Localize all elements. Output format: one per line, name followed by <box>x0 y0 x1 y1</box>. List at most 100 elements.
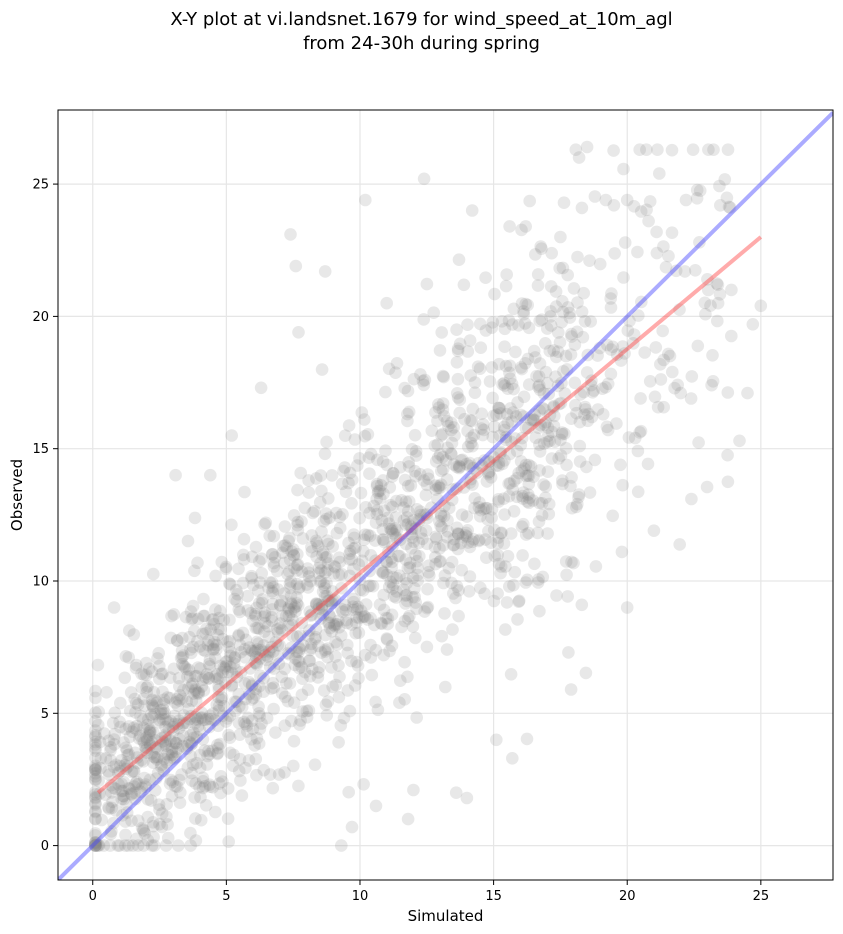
scatter-point <box>335 567 349 581</box>
scatter-point <box>599 193 613 207</box>
scatter-point <box>187 726 200 739</box>
scatter-point <box>580 366 594 379</box>
scatter-point <box>140 731 153 744</box>
scatter-point <box>145 665 159 678</box>
scatter-point <box>181 670 194 684</box>
scatter-point <box>389 591 403 604</box>
scatter-point <box>497 537 511 550</box>
scatter-point <box>141 810 155 824</box>
scatter-point <box>401 384 415 398</box>
scatter-point <box>312 666 325 679</box>
scatter-point <box>281 567 294 581</box>
scatter-point <box>510 471 524 485</box>
scatter-point <box>461 345 475 358</box>
scatter-point <box>721 386 735 399</box>
scatter-point <box>330 506 343 520</box>
scatter-point <box>193 748 207 762</box>
scatter-point <box>203 660 217 673</box>
scatter-point <box>631 485 645 499</box>
scatter-point <box>388 522 402 535</box>
scatter-point <box>250 731 264 745</box>
scatter-point <box>199 627 213 640</box>
scatter-point <box>580 140 594 154</box>
scatter-point <box>441 514 454 527</box>
scatter-point <box>144 794 158 807</box>
scatter-point <box>267 581 280 594</box>
scatter-point <box>154 760 168 773</box>
scatter-point <box>702 143 715 156</box>
scatter-point <box>517 305 530 318</box>
scatter-point <box>145 839 159 852</box>
scatter-point <box>315 603 329 616</box>
scatter-point <box>137 692 150 706</box>
scatter-point <box>483 465 496 479</box>
scatter-point <box>541 376 554 390</box>
scatter-point <box>390 357 404 370</box>
scatter-point <box>416 374 430 388</box>
scatter-point <box>349 541 362 554</box>
scatter-point <box>573 455 587 468</box>
scatter-point <box>539 415 552 429</box>
scatter-point <box>421 582 434 596</box>
scatter-point <box>623 314 636 328</box>
scatter-point <box>184 643 197 656</box>
scatter-point <box>501 382 515 396</box>
scatter-point <box>191 634 204 648</box>
scatter-point <box>657 353 670 367</box>
scatter-point <box>234 666 248 679</box>
scatter-point <box>499 433 513 447</box>
scatter-point <box>497 376 511 390</box>
scatter-point <box>420 537 434 551</box>
scatter-point <box>321 695 335 708</box>
scatter-point <box>554 230 567 244</box>
scatter-point <box>196 627 209 641</box>
scatter-point <box>358 413 371 426</box>
scatter-point <box>301 562 314 575</box>
scatter-point <box>134 785 147 798</box>
scatter-point <box>476 418 490 431</box>
scatter-point <box>364 447 378 461</box>
scatter-point <box>275 670 289 684</box>
scatter-point <box>217 660 231 674</box>
scatter-point <box>535 509 549 522</box>
scatter-point <box>401 414 414 428</box>
scatter-point <box>519 469 533 483</box>
scatter-point <box>145 698 159 711</box>
scatter-point <box>165 748 179 762</box>
scatter-point <box>461 424 474 438</box>
scatter-point <box>250 658 263 671</box>
scatter-point <box>162 723 176 736</box>
scatter-point <box>287 734 301 748</box>
scatter-point <box>361 428 375 441</box>
scatter-point <box>150 753 164 766</box>
scatter-point <box>390 585 403 598</box>
scatter-point <box>393 569 406 582</box>
scatter-point <box>171 780 184 793</box>
scatter-point <box>466 402 480 416</box>
scatter-point <box>169 468 182 482</box>
scatter-point <box>433 514 446 528</box>
scatter-point <box>441 525 455 538</box>
scatter-point <box>466 439 479 453</box>
scatter-point <box>155 739 168 752</box>
scatter-point <box>579 403 592 416</box>
scatter-point <box>295 515 308 528</box>
scatter-point <box>450 356 464 369</box>
scatter-point <box>498 322 512 336</box>
scatter-point <box>318 447 332 461</box>
scatter-point <box>417 313 431 326</box>
scatter-point <box>429 557 442 571</box>
scatter-point <box>573 439 587 453</box>
scatter-point <box>572 491 585 504</box>
scatter-point <box>131 814 145 827</box>
scatter-point <box>741 386 754 400</box>
scatter-point <box>218 662 232 675</box>
scatter-point <box>409 445 423 458</box>
scatter-point <box>212 700 226 713</box>
scatter-point <box>398 381 412 395</box>
scatter-point <box>614 354 628 367</box>
scatter-point <box>221 812 235 825</box>
scatter-point <box>397 514 411 527</box>
scatter-point <box>610 417 623 430</box>
scatter-point <box>89 836 102 849</box>
